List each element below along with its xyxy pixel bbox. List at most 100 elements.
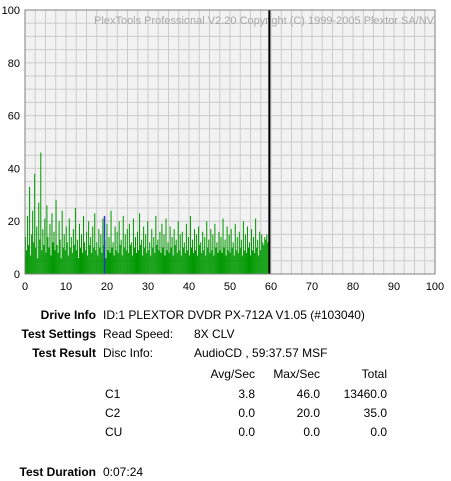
- c1-bar: [180, 255, 182, 274]
- c1-bar: [29, 186, 31, 274]
- c1-bar: [130, 242, 132, 274]
- c1-bar: [43, 244, 45, 274]
- c1-bar: [49, 223, 51, 274]
- c1-bar: [34, 173, 36, 274]
- c1-bar: [171, 237, 173, 274]
- c1-bar: [148, 250, 150, 274]
- c1-bar: [69, 247, 71, 274]
- c1-bar: [136, 231, 139, 274]
- c1-bar: [188, 255, 190, 274]
- c1-bar: [97, 255, 99, 274]
- row-avg: 3.8: [238, 387, 255, 401]
- c1-bar: [128, 223, 130, 274]
- c1-bar: [71, 252, 73, 274]
- c1-bar: [254, 252, 256, 274]
- c1-bar: [139, 213, 141, 274]
- c1-bar: [225, 255, 227, 274]
- read-speed-value: 8X CLV: [194, 327, 235, 341]
- c1-bar: [160, 252, 162, 274]
- c1-bar: [85, 250, 87, 274]
- c1-bar: [219, 250, 221, 274]
- c1-bar: [167, 242, 169, 274]
- c1-bar: [263, 244, 265, 274]
- c1-bar: [25, 237, 27, 274]
- c1-bar: [267, 242, 269, 274]
- c1-bar: [126, 229, 128, 274]
- c1-bar: [132, 218, 134, 274]
- c1-bar: [253, 237, 255, 274]
- row-avg: 0.0: [238, 425, 255, 439]
- c1-bar: [260, 250, 262, 274]
- c1-bar: [37, 258, 39, 274]
- c1-bar: [80, 234, 83, 274]
- c1-bar: [72, 229, 74, 274]
- c1-bar: [220, 237, 222, 274]
- x-tick-label: 0: [22, 281, 28, 293]
- c1-bar: [162, 247, 164, 274]
- c1-bar: [166, 250, 168, 274]
- c1-bar: [63, 234, 65, 274]
- c1-bar: [230, 229, 232, 274]
- c1-bar: [78, 223, 80, 274]
- c1-bar: [91, 252, 93, 274]
- c1-bar: [122, 215, 124, 274]
- c1-bar: [70, 237, 72, 274]
- c1-bar: [38, 202, 40, 274]
- c1-bar: [233, 255, 235, 274]
- c1-bar: [62, 247, 64, 274]
- c1-bar: [86, 231, 88, 274]
- c1-bar: [210, 229, 212, 274]
- c1-bar: [33, 242, 35, 274]
- y-tick-label: 0: [14, 269, 20, 281]
- c1-bar: [87, 255, 89, 274]
- c1-bar: [163, 234, 165, 274]
- x-tick-label: 40: [183, 281, 195, 293]
- c1-bar: [159, 231, 161, 274]
- c1-bar: [106, 223, 108, 274]
- x-tick-label: 20: [101, 281, 113, 293]
- c1-bar: [108, 237, 110, 274]
- c1-bar: [229, 252, 231, 274]
- c1-bar: [61, 210, 63, 274]
- c1-series: [25, 152, 270, 274]
- c1-bar: [35, 247, 37, 274]
- row-name: C2: [105, 406, 121, 420]
- c1-bar: [190, 247, 192, 274]
- c1-bar: [74, 208, 76, 274]
- read-speed-key: Read Speed:: [103, 327, 174, 341]
- c1-bar: [218, 231, 220, 274]
- row-name: CU: [105, 425, 123, 439]
- c1-bar: [156, 244, 158, 274]
- c1-bar: [154, 252, 156, 274]
- c1-bar: [89, 244, 91, 274]
- c1-bar: [145, 234, 147, 274]
- c1-bar: [252, 250, 254, 274]
- c1-bar: [125, 250, 127, 274]
- c1-bar: [99, 247, 101, 274]
- c1-bar: [134, 237, 136, 274]
- c1-bar: [221, 252, 223, 274]
- c1-bar: [195, 250, 197, 274]
- c1-bar: [107, 250, 109, 274]
- header-max: Max/Sec: [273, 367, 320, 381]
- c1-bar: [127, 252, 129, 274]
- row-name: C1: [105, 387, 121, 401]
- c1-bar: [120, 239, 122, 274]
- c1-bar: [158, 250, 160, 274]
- c1-bar: [189, 215, 191, 274]
- c1-bar: [114, 226, 116, 274]
- c1-bar: [26, 250, 28, 274]
- c1-bar: [232, 242, 234, 274]
- c1-bar: [172, 255, 174, 274]
- c1-bar: [40, 152, 42, 274]
- c1-bar: [133, 247, 135, 274]
- c1-bar: [241, 255, 243, 274]
- x-tick-label: 60: [265, 281, 277, 293]
- c1-bar: [88, 221, 90, 274]
- c1-bar: [231, 247, 233, 274]
- c1-bar: [27, 215, 29, 274]
- c1-bar: [169, 226, 171, 274]
- c1-bar: [56, 244, 58, 274]
- c1-bar: [173, 229, 175, 274]
- x-axis-ticks: 0 10 20 30 40 50 60 70 80 90 100: [22, 281, 444, 293]
